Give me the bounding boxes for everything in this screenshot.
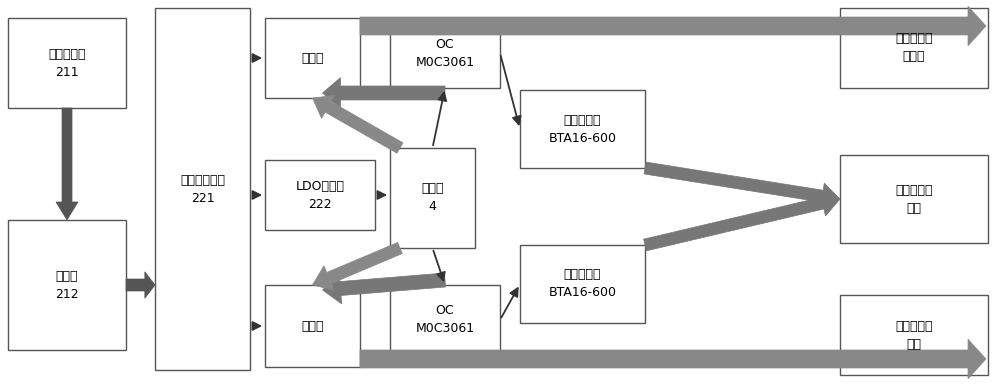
Polygon shape xyxy=(126,272,155,298)
Bar xyxy=(265,285,360,367)
Polygon shape xyxy=(322,78,445,108)
Text: 可控硅元件
BTA16-600: 可控硅元件 BTA16-600 xyxy=(548,269,616,300)
Polygon shape xyxy=(312,96,403,153)
Text: 洗衣機進水
閥電機: 洗衣機進水 閥電機 xyxy=(895,33,933,63)
Text: 可控硅元件
BTA16-600: 可控硅元件 BTA16-600 xyxy=(548,113,616,144)
Polygon shape xyxy=(360,339,986,379)
Bar xyxy=(8,18,126,108)
Polygon shape xyxy=(644,162,840,209)
Text: 洗衣機排水
電機: 洗衣機排水 電機 xyxy=(895,320,933,351)
Bar xyxy=(520,90,645,168)
Bar xyxy=(390,18,500,88)
Text: 整流橋
212: 整流橋 212 xyxy=(55,269,79,300)
Polygon shape xyxy=(56,108,78,220)
Bar xyxy=(390,148,475,248)
Polygon shape xyxy=(360,6,986,46)
Bar xyxy=(265,160,375,230)
Bar xyxy=(840,155,988,243)
Bar xyxy=(265,18,360,98)
Bar xyxy=(520,245,645,323)
Bar xyxy=(840,295,988,375)
Polygon shape xyxy=(322,273,446,304)
Text: 三端穩壓芯片
221: 三端穩壓芯片 221 xyxy=(180,173,225,204)
Text: 處理器
4: 處理器 4 xyxy=(421,183,444,214)
Bar xyxy=(155,8,250,370)
Text: 繼電器: 繼電器 xyxy=(301,51,324,65)
Text: OC
M0C3061: OC M0C3061 xyxy=(415,38,475,68)
Text: 洗衣機驅動
電機: 洗衣機驅動 電機 xyxy=(895,183,933,214)
Bar xyxy=(8,220,126,350)
Text: 繼電器: 繼電器 xyxy=(301,320,324,332)
Polygon shape xyxy=(644,190,840,251)
Text: LDO穩壓器
222: LDO穩壓器 222 xyxy=(296,180,344,211)
Polygon shape xyxy=(312,243,402,290)
Text: OC
M0C3061: OC M0C3061 xyxy=(415,305,475,336)
Bar xyxy=(840,8,988,88)
Text: 交流變壓器
211: 交流變壓器 211 xyxy=(48,48,86,79)
Bar xyxy=(390,285,500,355)
